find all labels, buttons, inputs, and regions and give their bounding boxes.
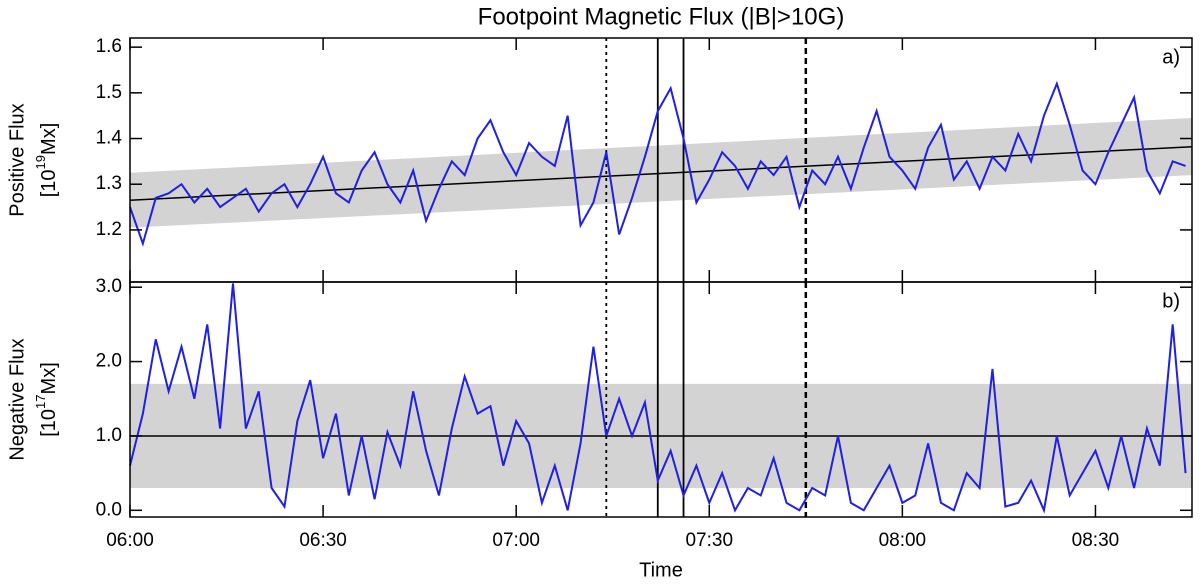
y-tick-label: 1.5: [96, 82, 122, 103]
unit-exponent: 19: [33, 155, 48, 169]
panel: 1.21.31.41.51.6 a)Positive Flux [1019Mx]: [6, 36, 1193, 283]
panel: 0.0 1.0 2.0 3.0 06:00 06:30 07:00 07:30 08:00 08:…: [6, 276, 1193, 581]
y-tick-label: 1.0: [96, 425, 122, 446]
y-tick-label: 3.0: [96, 276, 122, 297]
unit-rest: Mx]: [38, 123, 60, 155]
y-axis-label: Positive Flux: [6, 103, 28, 216]
x-tick-label: 06:30: [299, 530, 347, 551]
y-tick-label: 1.6: [96, 36, 122, 57]
unit-base: [10: [38, 409, 60, 437]
plot-frame: [129, 281, 1193, 518]
y-axis-unit: [1019Mx]: [33, 123, 60, 198]
x-tick-label: 07:00: [492, 530, 540, 551]
x-tick-label: 08:00: [879, 530, 927, 551]
unit-rest: Mx]: [38, 362, 60, 394]
y-tick-label: 1.4: [96, 128, 123, 149]
series-line: [129, 80, 1186, 247]
y-tick-label: 0.0: [96, 499, 122, 520]
unit-base: [10: [38, 169, 60, 197]
y-tick-label: 1.2: [96, 219, 122, 240]
y-axis-label: Negative Flux: [6, 338, 28, 460]
panel-label: a): [1162, 46, 1180, 68]
x-axis-label: Time: [639, 559, 683, 581]
x-tick-label: 08:30: [1072, 530, 1120, 551]
chart-title: Footpoint Magnetic Flux (|B|>10G): [478, 3, 845, 30]
series-line: [129, 283, 1187, 514]
x-tick-label: 06:00: [106, 530, 154, 551]
panel-label: b): [1162, 290, 1180, 312]
unit-exponent: 17: [33, 394, 48, 408]
y-tick-label: 1.3: [96, 173, 122, 194]
y-tick-label: 2.0: [96, 351, 122, 372]
y-axis-unit: [1017Mx]: [33, 362, 60, 437]
x-tick-label: 07:30: [685, 530, 733, 551]
